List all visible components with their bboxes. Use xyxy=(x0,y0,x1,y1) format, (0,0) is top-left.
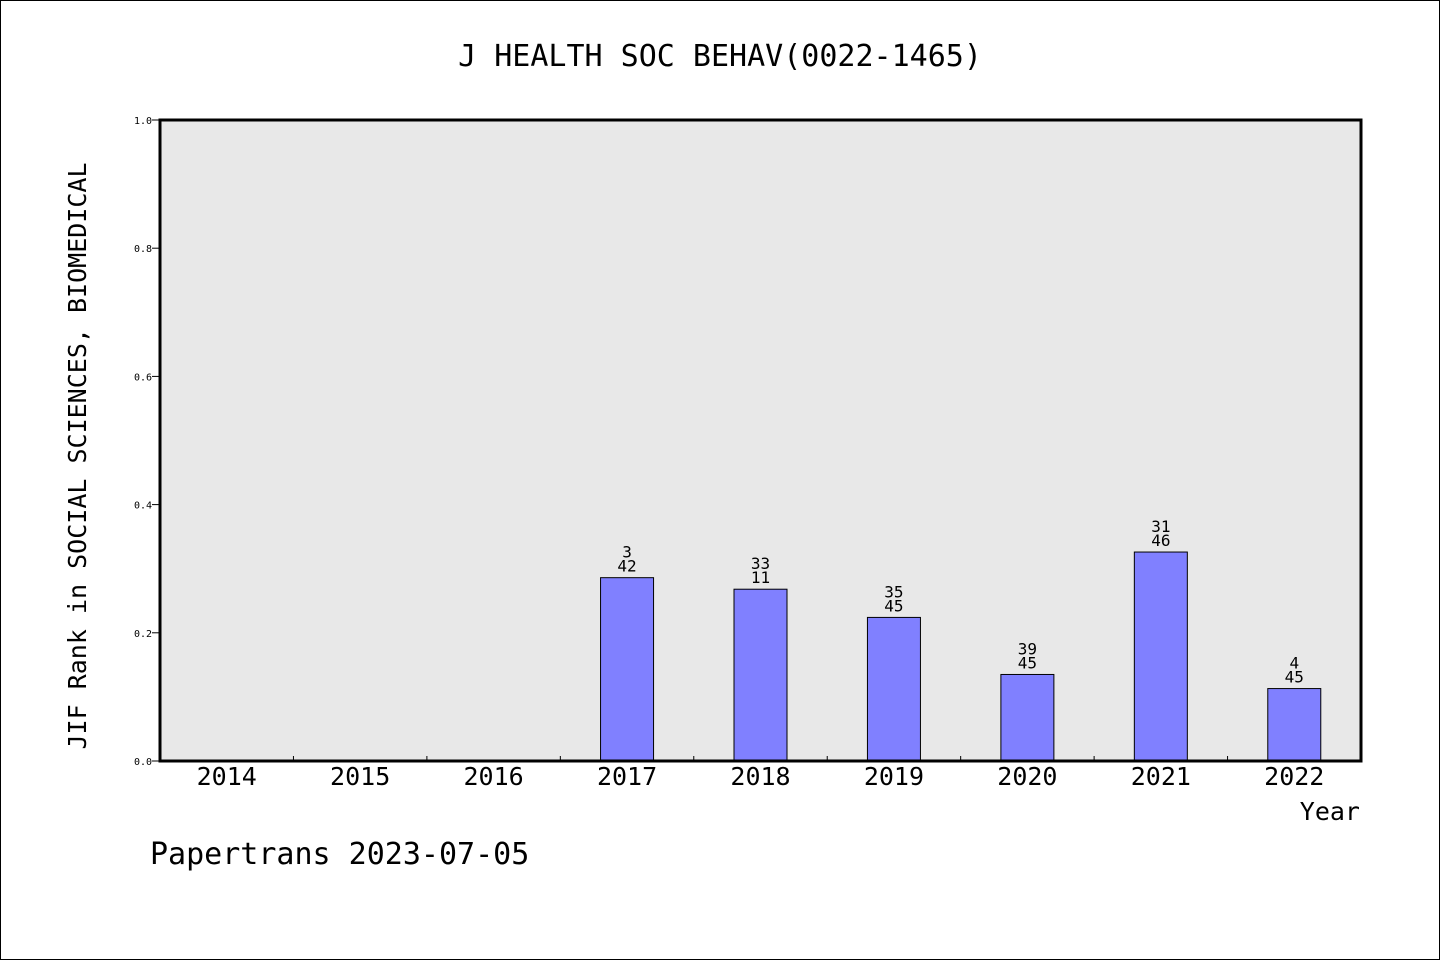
x-tick-label: 2014 xyxy=(197,762,257,791)
x-axis-label: Year xyxy=(1300,797,1360,826)
y-tick-label: 0.0 xyxy=(134,757,152,768)
bar-2021 xyxy=(1133,551,1188,762)
x-tick-label: 2017 xyxy=(597,762,657,791)
bar-label-top: 31 xyxy=(1151,517,1170,536)
footer-text: Papertrans 2023-07-05 xyxy=(150,837,529,872)
y-tick-label: 1.0 xyxy=(134,116,152,127)
bar-2019 xyxy=(866,616,921,762)
y-tick-label: 0.8 xyxy=(134,244,152,255)
bar-label-top: 4 xyxy=(1289,654,1299,673)
x-tick-label: 2022 xyxy=(1264,762,1324,791)
bar-label-top: 39 xyxy=(1018,639,1037,658)
bar-2018 xyxy=(733,588,788,762)
x-tick-label: 2019 xyxy=(864,762,924,791)
y-tick-label: 0.2 xyxy=(134,629,152,640)
bar-label-top: 33 xyxy=(751,554,770,573)
x-tick-label: 2018 xyxy=(730,762,790,791)
bar-label-top: 3 xyxy=(622,543,632,562)
bar-label-bottom: 45 xyxy=(1285,668,1304,687)
bar-label-bottom: 42 xyxy=(617,557,636,576)
y-tick-label: 0.6 xyxy=(134,372,152,383)
bar-label-bottom: 45 xyxy=(1018,653,1037,672)
x-tick-label: 2016 xyxy=(464,762,524,791)
bar-2022 xyxy=(1267,688,1322,762)
y-tick-label: 0.4 xyxy=(134,501,152,512)
x-tick-label: 2020 xyxy=(997,762,1057,791)
bar-label-bottom: 45 xyxy=(884,596,903,615)
x-tick-label: 2021 xyxy=(1131,762,1191,791)
bar-2017 xyxy=(600,577,655,762)
plot-border xyxy=(158,118,1363,763)
bar-2020 xyxy=(1000,673,1055,762)
y-axis-label: JIF Rank in SOCIAL SCIENCES, BIOMEDICAL xyxy=(63,163,92,750)
x-tick-label: 2015 xyxy=(330,762,390,791)
bar-label-bottom: 46 xyxy=(1151,531,1170,550)
chart-title: J HEALTH SOC BEHAV(0022-1465) xyxy=(458,39,982,74)
bar-label-bottom: 11 xyxy=(751,568,770,587)
bar-label-top: 35 xyxy=(884,582,903,601)
